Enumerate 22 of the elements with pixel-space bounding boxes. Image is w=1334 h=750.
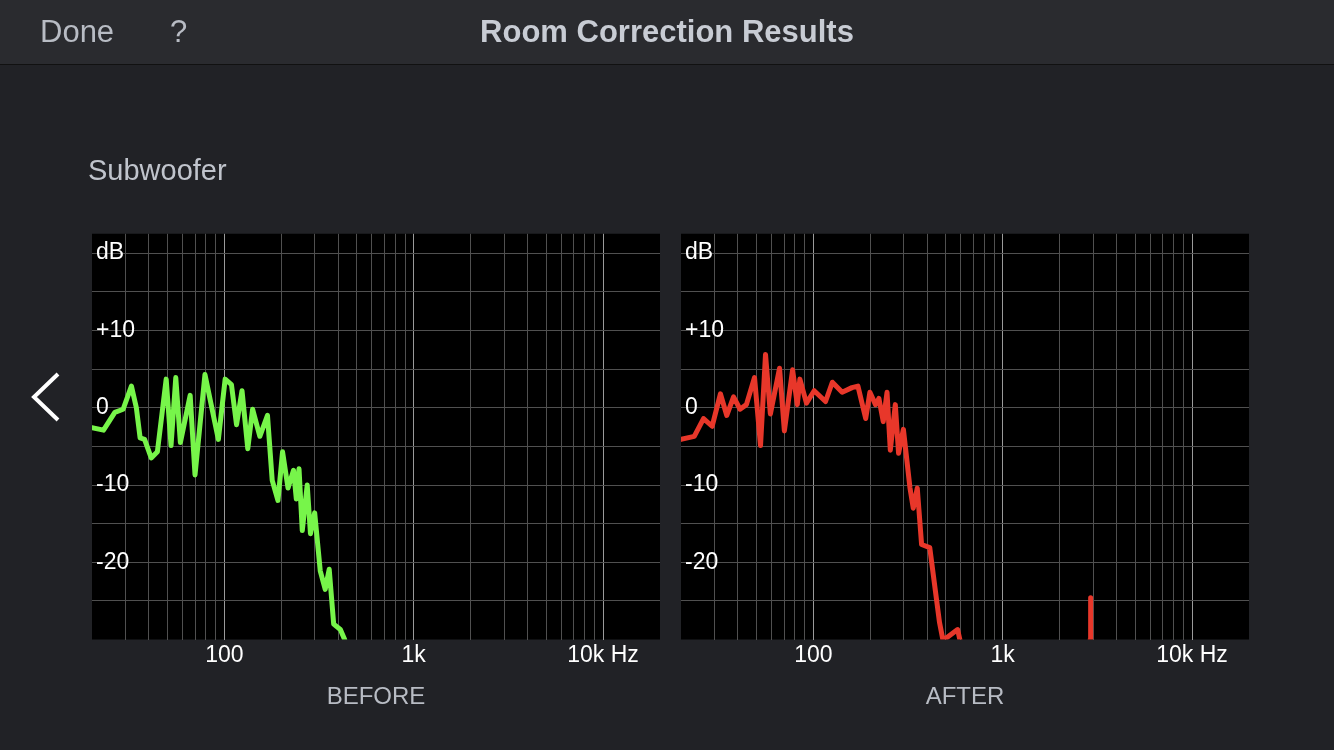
y-tick-label: dB xyxy=(685,238,714,265)
y-tick-label: -20 xyxy=(685,547,719,574)
text: ? xyxy=(170,14,188,50)
chart-title: Room Correction Results xyxy=(480,14,854,49)
y-tick-label: -20 xyxy=(96,547,130,574)
x-tick-label: 100 xyxy=(794,640,833,667)
x-tick-label: 1k xyxy=(990,640,1016,667)
y-tick-label: +10 xyxy=(96,315,136,342)
x-axis-title: AFTER xyxy=(925,682,1005,710)
y-tick-label: dB xyxy=(96,238,125,265)
x-tick-label: 10k Hz xyxy=(1156,640,1228,667)
x-axis-title: BEFORE xyxy=(326,682,426,710)
chart-subtitle: Subwoofer xyxy=(88,154,227,187)
x-tick-label: 1k xyxy=(401,640,427,667)
y-tick-label: 0 xyxy=(96,393,109,420)
y-tick-label: -10 xyxy=(96,470,130,497)
x-tick-label: 100 xyxy=(205,640,244,667)
text: Done xyxy=(40,14,115,50)
x-tick-label: 10k Hz xyxy=(567,640,639,667)
y-tick-label: +10 xyxy=(685,315,725,342)
y-tick-label: -10 xyxy=(685,470,719,497)
y-tick-label: 0 xyxy=(685,393,698,420)
